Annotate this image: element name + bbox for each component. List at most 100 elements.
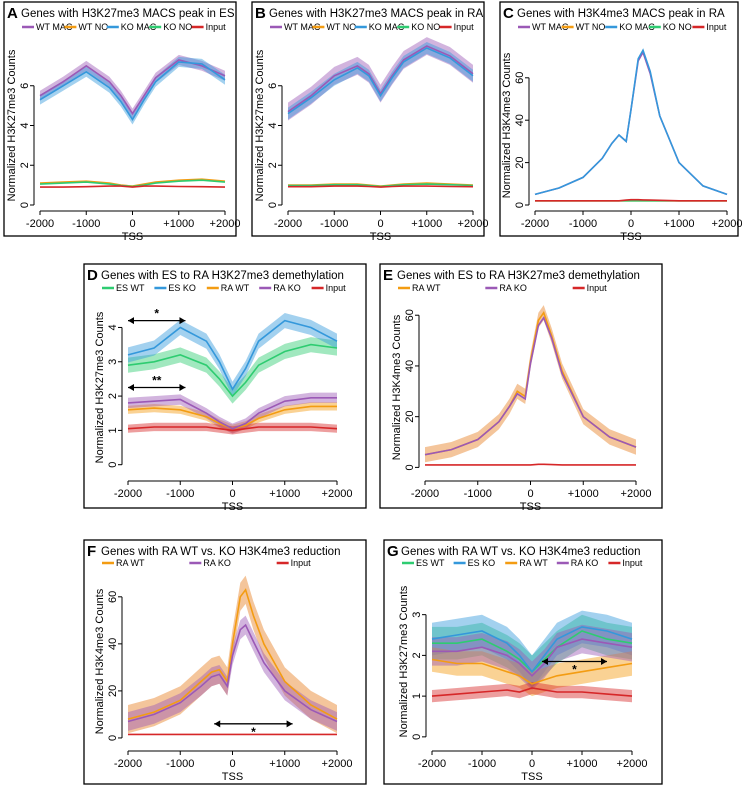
x-tick-label: +2000 [458,218,489,230]
series-line-ko-mac [534,48,728,196]
legend-label: ES KO [168,283,196,293]
panel-letter: F [87,543,96,560]
x-tick-label: -2000 [26,218,54,230]
legend-label: KO MAC [121,22,157,32]
annotation-arrowhead [214,720,221,728]
panel-title: Genes with ES to RA H3K27me3 demethylati… [397,270,640,282]
series-band-wt-mac [40,54,225,119]
x-tick-label: +2000 [621,488,652,500]
panel-title: Genes with H3K27me3 MACS peak in ES [21,8,235,20]
annotation-arrowhead [179,384,186,391]
annotation-arrowhead [128,317,134,325]
legend-label: KO NO [411,22,440,32]
series-band-es-ko [432,610,632,688]
x-tick-label: +1000 [411,218,442,230]
x-axis-label: TSS [521,771,542,783]
annotation-arrowhead [601,658,607,665]
y-tick-label: 0 [107,735,119,741]
y-tick-label: 0 [514,202,526,208]
series-line-ko-mac [287,47,474,115]
legend-label: RA KO [571,558,599,568]
y-tick-label: 3 [411,612,423,618]
series-line-input [127,426,338,432]
x-tick-label: +1000 [269,758,300,770]
y-tick-label: 2 [19,162,31,168]
x-tick-label: -2000 [274,218,302,230]
series-band-input [432,681,632,703]
legend-label: WT MAC [532,22,569,32]
legend-label: Input [291,558,312,568]
y-tick-label: 2 [267,162,279,168]
y-tick-label: 4 [19,122,31,128]
legend-label: WT NO [576,22,606,32]
series-band-ra-wt [425,305,636,463]
legend-label: KO MAC [619,22,655,32]
x-tick-label: 0 [129,218,135,230]
x-tick-label: -1000 [569,218,597,230]
legend-label: RA WT [221,283,250,293]
x-tick-label: -2000 [418,758,446,770]
x-tick-label: +2000 [712,218,743,230]
series-band-ra-wt [432,647,632,697]
y-axis-label: Normalized H3K27me3 Counts [254,49,266,201]
legend-label: WT MAC [284,22,321,32]
y-tick-label: 6 [19,83,31,89]
series-line-es-wt [127,343,338,398]
series-line-ra-wt [431,658,633,685]
x-tick-label: +2000 [322,758,353,770]
x-tick-label: +1000 [568,488,599,500]
x-tick-label: 0 [527,488,533,500]
x-tick-label: +1000 [664,218,695,230]
legend-label: WT MAC [36,22,73,32]
x-tick-label: -1000 [468,758,496,770]
y-tick-label: 2 [107,393,119,399]
legend-label: ES WT [116,283,145,293]
series-line-es-ko [431,626,633,674]
panel-letter: A [7,5,18,22]
legend-label: Input [326,283,347,293]
legend-label: Input [622,558,643,568]
y-tick-label: 4 [267,122,279,128]
series-line-input [535,198,727,202]
x-tick-label: +1000 [567,758,598,770]
legend-label: RA KO [203,558,231,568]
y-tick-label: 0 [19,202,31,208]
panel-title: Genes with RA WT vs. KO H3K4me3 reductio… [101,546,340,558]
legend-label: WT NO [78,22,108,32]
legend-label: Input [587,283,608,293]
y-axis-label: Normalized H3K4me3 Counts [94,588,106,734]
y-axis-label: Normalized H3K4me3 Counts [501,52,513,198]
legend-label: Input [706,22,727,32]
series-line-ko-mac [39,61,226,122]
series-line-wt-mac [287,45,474,113]
series-line-input [425,463,636,466]
x-tick-label: +1000 [269,488,300,500]
series-band-ko-mac [40,56,225,125]
legend-label: RA KO [499,283,527,293]
y-tick-label: 60 [514,72,526,84]
x-tick-label: +1000 [163,218,194,230]
series-line-ra-ko [424,316,637,456]
legend-label: ES KO [468,558,496,568]
x-tick-label: 0 [229,488,235,500]
panel-letter: E [383,267,393,284]
panel-title: Genes with RA WT vs. KO H3K4me3 reductio… [401,546,640,558]
x-tick-label: -2000 [411,488,439,500]
legend-label: KO NO [663,22,692,32]
panel-title: Genes with H3K4me3 MACS peak in RA [517,8,725,20]
y-tick-label: 20 [404,411,416,423]
y-tick-label: 40 [514,114,526,126]
x-tick-label: -2000 [114,488,142,500]
panel-C: C Genes with H3K4me3 MACS peak in RA WT MA… [499,1,743,243]
y-tick-label: 1 [411,693,423,699]
legend-label: RA WT [519,558,548,568]
legend-label: WT NO [326,22,356,32]
legend-label: RA KO [273,283,301,293]
series-line-input [431,687,633,697]
legend-label: RA WT [116,558,145,568]
series-line-ra-ko [127,623,338,723]
panel-title: Genes with ES to RA H3K27me3 demethylati… [101,270,344,282]
panel-frame [499,1,739,237]
panel-letter: G [387,543,399,560]
